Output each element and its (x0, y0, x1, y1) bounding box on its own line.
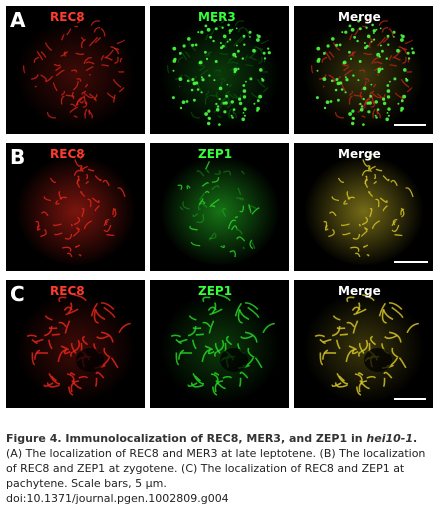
figure-caption: Figure 4. Immunolocalization of REC8, ME… (6, 431, 434, 506)
micrograph-image (160, 16, 280, 128)
row-b: B REC8 ZEP1 Merge (6, 143, 433, 271)
caption-gene: hei10-1 (366, 432, 413, 445)
panel-b-merge: Merge (294, 143, 433, 271)
row-letter-a: A (10, 8, 26, 32)
panel-b-rec8: B REC8 (6, 143, 145, 271)
scale-bar (394, 261, 428, 263)
row-letter-b: B (10, 145, 26, 169)
panel-c-zep1: ZEP1 (150, 280, 289, 408)
panel-a-merge: Merge (294, 6, 433, 134)
caption-title: Figure 4. Immunolocalization of REC8, ME… (6, 432, 367, 445)
micrograph-image (16, 16, 136, 128)
panel-a-mer3: MER3 (150, 6, 289, 134)
panel-a-rec8: A REC8 (6, 6, 145, 134)
micrograph-image (304, 290, 424, 402)
scale-bar (394, 124, 426, 126)
channel-label: Merge (338, 284, 381, 298)
micrograph-image (304, 16, 424, 128)
channel-label: REC8 (50, 284, 85, 298)
micrograph-panel-grid: A REC8 MER3 Merge B REC8 ZEP1 (6, 6, 433, 411)
channel-label: Merge (338, 10, 381, 24)
row-c: C REC8 ZEP1 Merge (6, 280, 433, 408)
caption-title-end: . (413, 432, 418, 445)
row-a: A REC8 MER3 Merge (6, 6, 433, 134)
panel-c-merge: Merge (294, 280, 433, 408)
channel-label: REC8 (50, 147, 85, 161)
channel-label: Merge (338, 147, 381, 161)
channel-label: REC8 (50, 10, 85, 24)
micrograph-image (16, 153, 136, 265)
channel-label: ZEP1 (198, 284, 233, 298)
caption-doi: doi:10.1371/journal.pgen.1002809.g004 (6, 492, 229, 505)
row-letter-c: C (10, 282, 25, 306)
scale-bar (394, 398, 426, 400)
micrograph-image (16, 290, 136, 402)
caption-body: (A) The localization of REC8 and MER3 at… (6, 447, 426, 490)
panel-b-zep1: ZEP1 (150, 143, 289, 271)
micrograph-image (160, 290, 280, 402)
micrograph-image (160, 153, 280, 265)
micrograph-image (304, 153, 424, 265)
channel-label: ZEP1 (198, 147, 233, 161)
panel-c-rec8: C REC8 (6, 280, 145, 408)
channel-label: MER3 (198, 10, 236, 24)
